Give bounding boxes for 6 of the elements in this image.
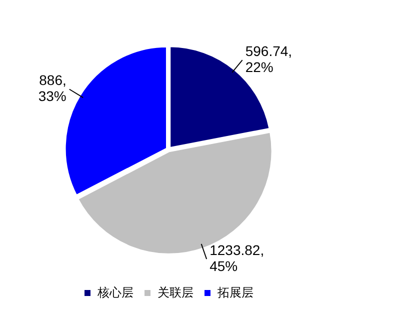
- legend-label: 拓展层: [216, 285, 254, 300]
- data-label: 886, 33%: [38, 72, 66, 104]
- data-label: 1233.82, 45%: [210, 242, 264, 274]
- legend-label: 核心层: [96, 285, 134, 300]
- legend-label: 关联层: [158, 285, 194, 300]
- data-label: 596.74, 22%: [245, 42, 292, 75]
